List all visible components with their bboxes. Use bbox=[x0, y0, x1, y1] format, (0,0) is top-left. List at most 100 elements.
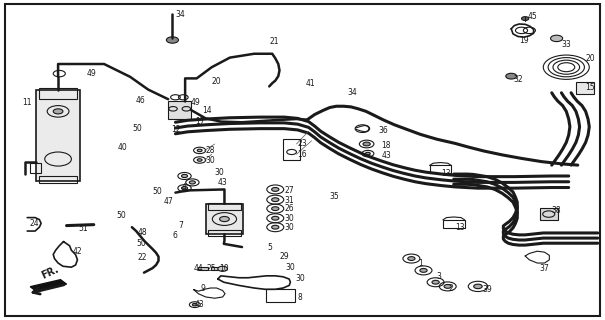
Text: 46: 46 bbox=[136, 96, 146, 105]
Text: 40: 40 bbox=[118, 143, 128, 152]
Circle shape bbox=[408, 257, 415, 260]
Circle shape bbox=[166, 37, 178, 43]
Bar bbox=[168, 101, 191, 119]
Circle shape bbox=[506, 73, 517, 79]
Text: 3: 3 bbox=[437, 272, 442, 281]
Text: 17: 17 bbox=[195, 117, 204, 126]
Circle shape bbox=[192, 303, 197, 306]
Text: 50: 50 bbox=[152, 188, 162, 196]
Text: 27: 27 bbox=[284, 186, 294, 195]
Text: 49: 49 bbox=[87, 69, 96, 78]
Text: 20: 20 bbox=[586, 54, 595, 63]
Circle shape bbox=[220, 217, 229, 222]
Bar bbox=[208, 230, 241, 236]
Circle shape bbox=[272, 198, 279, 202]
Text: 36: 36 bbox=[378, 126, 388, 135]
Circle shape bbox=[444, 284, 451, 288]
Text: FR.: FR. bbox=[40, 264, 60, 281]
Text: 37: 37 bbox=[540, 264, 549, 273]
Bar bbox=[208, 203, 241, 210]
Text: 30: 30 bbox=[295, 274, 305, 283]
Text: 39: 39 bbox=[483, 285, 492, 294]
Circle shape bbox=[363, 142, 370, 146]
Circle shape bbox=[522, 17, 529, 20]
Text: 30: 30 bbox=[284, 214, 294, 223]
Bar bbox=[39, 88, 77, 99]
Bar bbox=[576, 82, 594, 94]
Circle shape bbox=[420, 268, 427, 272]
Circle shape bbox=[189, 181, 195, 184]
Text: 30: 30 bbox=[284, 223, 294, 232]
Text: 22: 22 bbox=[138, 253, 148, 262]
Text: 16: 16 bbox=[298, 150, 307, 159]
Circle shape bbox=[365, 152, 370, 155]
Text: 50: 50 bbox=[136, 239, 146, 248]
Text: 48: 48 bbox=[138, 228, 148, 237]
Text: 43: 43 bbox=[195, 300, 204, 309]
Text: 14: 14 bbox=[203, 106, 212, 115]
Bar bbox=[283, 139, 300, 160]
Circle shape bbox=[551, 35, 563, 42]
Text: 18: 18 bbox=[381, 141, 391, 150]
Bar bbox=[36, 90, 80, 181]
Text: 50: 50 bbox=[116, 211, 126, 220]
Circle shape bbox=[53, 109, 63, 114]
Text: 28: 28 bbox=[206, 146, 215, 155]
Text: 4: 4 bbox=[182, 183, 186, 192]
Text: 38: 38 bbox=[552, 206, 561, 215]
Circle shape bbox=[218, 266, 227, 271]
Text: 30: 30 bbox=[215, 168, 224, 177]
Text: 24: 24 bbox=[29, 220, 39, 228]
Text: 41: 41 bbox=[306, 79, 315, 88]
Bar bbox=[30, 163, 41, 173]
Text: 32: 32 bbox=[513, 75, 523, 84]
Text: 13: 13 bbox=[455, 223, 465, 232]
Text: 51: 51 bbox=[79, 224, 88, 233]
Text: 26: 26 bbox=[284, 204, 294, 213]
Text: 19: 19 bbox=[519, 36, 529, 44]
Polygon shape bbox=[30, 280, 67, 291]
Text: 7: 7 bbox=[178, 221, 183, 230]
Text: 5: 5 bbox=[267, 243, 272, 252]
Text: 49: 49 bbox=[191, 98, 200, 107]
Bar bbox=[443, 220, 465, 228]
Text: 45: 45 bbox=[528, 12, 537, 21]
Text: 31: 31 bbox=[284, 196, 294, 204]
Circle shape bbox=[182, 187, 188, 190]
Circle shape bbox=[197, 159, 202, 161]
Bar bbox=[266, 289, 295, 302]
Text: 43: 43 bbox=[218, 178, 227, 187]
Bar bbox=[206, 204, 243, 234]
Circle shape bbox=[272, 216, 279, 220]
Text: 23: 23 bbox=[298, 139, 307, 148]
Text: 34: 34 bbox=[175, 10, 185, 19]
Text: 30: 30 bbox=[286, 263, 295, 272]
Circle shape bbox=[182, 174, 188, 178]
Text: 13: 13 bbox=[442, 169, 451, 178]
Bar bbox=[39, 176, 77, 183]
Text: 10: 10 bbox=[219, 264, 229, 273]
Text: 12: 12 bbox=[171, 125, 181, 134]
Text: 11: 11 bbox=[22, 98, 32, 107]
Text: 8: 8 bbox=[298, 293, 302, 302]
Circle shape bbox=[197, 149, 202, 152]
Circle shape bbox=[272, 207, 279, 211]
Text: 35: 35 bbox=[330, 192, 339, 201]
Text: 44: 44 bbox=[194, 264, 203, 273]
Bar bbox=[211, 267, 218, 270]
Text: 33: 33 bbox=[561, 40, 571, 49]
Bar bbox=[430, 165, 451, 173]
Circle shape bbox=[272, 188, 279, 191]
Text: 1: 1 bbox=[419, 259, 424, 268]
Text: 47: 47 bbox=[163, 197, 173, 206]
Text: 6: 6 bbox=[172, 231, 177, 240]
Text: 34: 34 bbox=[348, 88, 358, 97]
Text: 9: 9 bbox=[201, 284, 206, 293]
Text: 29: 29 bbox=[280, 252, 289, 261]
Bar bbox=[540, 208, 558, 220]
Text: 21: 21 bbox=[269, 37, 279, 46]
Text: 43: 43 bbox=[381, 151, 391, 160]
Text: 2: 2 bbox=[449, 284, 454, 293]
Circle shape bbox=[474, 284, 482, 289]
Bar bbox=[198, 267, 208, 270]
